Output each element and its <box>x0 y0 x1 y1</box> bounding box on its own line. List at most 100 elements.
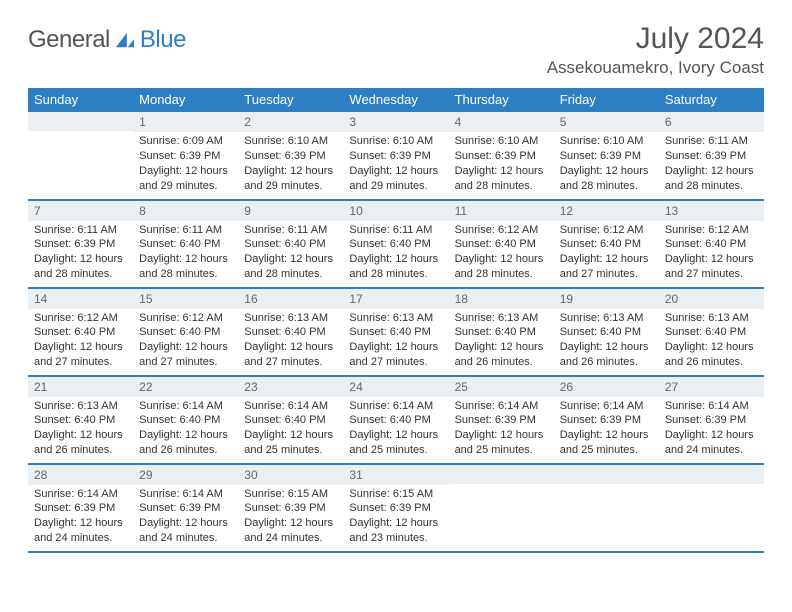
day-details: Sunrise: 6:11 AMSunset: 6:40 PMDaylight:… <box>133 221 238 286</box>
calendar-cell: 22Sunrise: 6:14 AMSunset: 6:40 PMDayligh… <box>133 376 238 464</box>
daylight-text: Daylight: 12 hours and 23 minutes. <box>349 516 442 546</box>
daylight-text: Daylight: 12 hours and 25 minutes. <box>244 428 337 458</box>
sunset-text: Sunset: 6:39 PM <box>244 149 337 164</box>
calendar-cell: 31Sunrise: 6:15 AMSunset: 6:39 PMDayligh… <box>343 464 448 552</box>
sunset-text: Sunset: 6:40 PM <box>34 413 127 428</box>
day-details: Sunrise: 6:12 AMSunset: 6:40 PMDaylight:… <box>133 309 238 374</box>
calendar-week-row: 7Sunrise: 6:11 AMSunset: 6:39 PMDaylight… <box>28 200 764 288</box>
day-number <box>449 465 554 484</box>
calendar-cell: 29Sunrise: 6:14 AMSunset: 6:39 PMDayligh… <box>133 464 238 552</box>
daylight-text: Daylight: 12 hours and 27 minutes. <box>139 340 232 370</box>
calendar-cell: 6Sunrise: 6:11 AMSunset: 6:39 PMDaylight… <box>659 112 764 200</box>
calendar-cell: 12Sunrise: 6:12 AMSunset: 6:40 PMDayligh… <box>554 200 659 288</box>
day-details: Sunrise: 6:15 AMSunset: 6:39 PMDaylight:… <box>238 485 343 550</box>
sunset-text: Sunset: 6:39 PM <box>665 413 758 428</box>
day-details: Sunrise: 6:10 AMSunset: 6:39 PMDaylight:… <box>343 132 448 197</box>
sunset-text: Sunset: 6:40 PM <box>455 325 548 340</box>
daylight-text: Daylight: 12 hours and 29 minutes. <box>349 164 442 194</box>
day-details: Sunrise: 6:11 AMSunset: 6:40 PMDaylight:… <box>343 221 448 286</box>
daylight-text: Daylight: 12 hours and 25 minutes. <box>560 428 653 458</box>
sunset-text: Sunset: 6:39 PM <box>139 501 232 516</box>
calendar-cell: 7Sunrise: 6:11 AMSunset: 6:39 PMDaylight… <box>28 200 133 288</box>
day-number: 19 <box>554 289 659 309</box>
sunset-text: Sunset: 6:39 PM <box>455 149 548 164</box>
sunset-text: Sunset: 6:40 PM <box>349 237 442 252</box>
day-header-wednesday: Wednesday <box>343 88 448 112</box>
sunset-text: Sunset: 6:40 PM <box>244 413 337 428</box>
day-header-thursday: Thursday <box>449 88 554 112</box>
daylight-text: Daylight: 12 hours and 28 minutes. <box>244 252 337 282</box>
day-details <box>449 484 554 490</box>
sunset-text: Sunset: 6:40 PM <box>560 325 653 340</box>
calendar-cell <box>28 112 133 200</box>
calendar-cell: 15Sunrise: 6:12 AMSunset: 6:40 PMDayligh… <box>133 288 238 376</box>
day-number <box>28 112 133 131</box>
day-number: 26 <box>554 377 659 397</box>
daylight-text: Daylight: 12 hours and 27 minutes. <box>349 340 442 370</box>
calendar-cell: 30Sunrise: 6:15 AMSunset: 6:39 PMDayligh… <box>238 464 343 552</box>
daylight-text: Daylight: 12 hours and 28 minutes. <box>455 164 548 194</box>
daylight-text: Daylight: 12 hours and 26 minutes. <box>560 340 653 370</box>
day-details <box>659 484 764 490</box>
day-details: Sunrise: 6:13 AMSunset: 6:40 PMDaylight:… <box>449 309 554 374</box>
sunrise-text: Sunrise: 6:15 AM <box>349 487 442 502</box>
daylight-text: Daylight: 12 hours and 29 minutes. <box>139 164 232 194</box>
day-header-monday: Monday <box>133 88 238 112</box>
sunrise-text: Sunrise: 6:09 AM <box>139 134 232 149</box>
day-number: 31 <box>343 465 448 485</box>
day-details: Sunrise: 6:12 AMSunset: 6:40 PMDaylight:… <box>449 221 554 286</box>
sunrise-text: Sunrise: 6:10 AM <box>455 134 548 149</box>
day-number: 11 <box>449 201 554 221</box>
day-header-friday: Friday <box>554 88 659 112</box>
daylight-text: Daylight: 12 hours and 28 minutes. <box>139 252 232 282</box>
sunrise-text: Sunrise: 6:10 AM <box>349 134 442 149</box>
logo-sail-icon <box>114 31 136 49</box>
day-number: 7 <box>28 201 133 221</box>
sunrise-text: Sunrise: 6:11 AM <box>139 223 232 238</box>
day-details <box>28 131 133 137</box>
sunrise-text: Sunrise: 6:13 AM <box>455 311 548 326</box>
day-number: 18 <box>449 289 554 309</box>
day-details: Sunrise: 6:13 AMSunset: 6:40 PMDaylight:… <box>659 309 764 374</box>
sunrise-text: Sunrise: 6:14 AM <box>349 399 442 414</box>
calendar-cell: 8Sunrise: 6:11 AMSunset: 6:40 PMDaylight… <box>133 200 238 288</box>
day-header-saturday: Saturday <box>659 88 764 112</box>
day-number: 22 <box>133 377 238 397</box>
day-number: 24 <box>343 377 448 397</box>
sunrise-text: Sunrise: 6:14 AM <box>665 399 758 414</box>
calendar-cell: 5Sunrise: 6:10 AMSunset: 6:39 PMDaylight… <box>554 112 659 200</box>
sunset-text: Sunset: 6:39 PM <box>665 149 758 164</box>
daylight-text: Daylight: 12 hours and 25 minutes. <box>455 428 548 458</box>
day-details: Sunrise: 6:14 AMSunset: 6:39 PMDaylight:… <box>659 397 764 462</box>
sunset-text: Sunset: 6:39 PM <box>455 413 548 428</box>
logo-text-general: General <box>28 26 110 54</box>
day-number: 9 <box>238 201 343 221</box>
sunset-text: Sunset: 6:40 PM <box>244 237 337 252</box>
daylight-text: Daylight: 12 hours and 26 minutes. <box>139 428 232 458</box>
calendar-cell: 25Sunrise: 6:14 AMSunset: 6:39 PMDayligh… <box>449 376 554 464</box>
sunrise-text: Sunrise: 6:10 AM <box>560 134 653 149</box>
calendar-cell: 11Sunrise: 6:12 AMSunset: 6:40 PMDayligh… <box>449 200 554 288</box>
day-details: Sunrise: 6:14 AMSunset: 6:39 PMDaylight:… <box>28 485 133 550</box>
day-number: 23 <box>238 377 343 397</box>
day-details: Sunrise: 6:14 AMSunset: 6:40 PMDaylight:… <box>238 397 343 462</box>
day-number: 12 <box>554 201 659 221</box>
calendar-cell: 13Sunrise: 6:12 AMSunset: 6:40 PMDayligh… <box>659 200 764 288</box>
daylight-text: Daylight: 12 hours and 25 minutes. <box>349 428 442 458</box>
calendar-cell <box>449 464 554 552</box>
day-details: Sunrise: 6:12 AMSunset: 6:40 PMDaylight:… <box>28 309 133 374</box>
title-block: July 2024 Assekouamekro, Ivory Coast <box>547 22 764 78</box>
sunrise-text: Sunrise: 6:11 AM <box>244 223 337 238</box>
daylight-text: Daylight: 12 hours and 24 minutes. <box>139 516 232 546</box>
sunrise-text: Sunrise: 6:12 AM <box>455 223 548 238</box>
sunrise-text: Sunrise: 6:13 AM <box>34 399 127 414</box>
sunrise-text: Sunrise: 6:13 AM <box>349 311 442 326</box>
sunrise-text: Sunrise: 6:13 AM <box>244 311 337 326</box>
day-number: 27 <box>659 377 764 397</box>
calendar-table: Sunday Monday Tuesday Wednesday Thursday… <box>28 88 764 553</box>
sunrise-text: Sunrise: 6:10 AM <box>244 134 337 149</box>
calendar-cell: 14Sunrise: 6:12 AMSunset: 6:40 PMDayligh… <box>28 288 133 376</box>
calendar-cell: 3Sunrise: 6:10 AMSunset: 6:39 PMDaylight… <box>343 112 448 200</box>
sunset-text: Sunset: 6:40 PM <box>560 237 653 252</box>
day-details: Sunrise: 6:14 AMSunset: 6:39 PMDaylight:… <box>133 485 238 550</box>
